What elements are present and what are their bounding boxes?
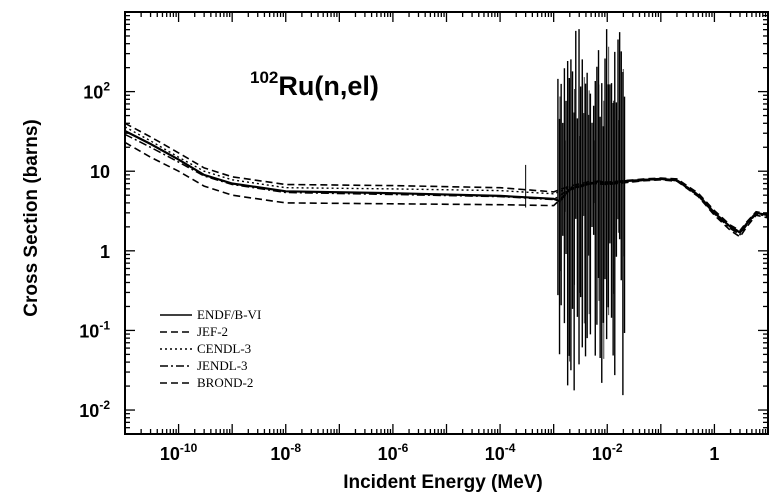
y-tick-label: 10 [90,162,110,182]
y-tick-label: 1 [100,242,110,262]
chart-title: 102Ru(n,el) [250,68,379,101]
legend-label: BROND-2 [197,375,253,390]
legend-label: JENDL-3 [197,358,248,373]
resonance-spikes [525,29,626,396]
legend-label: ENDF/B-VI [197,307,261,322]
x-axis-title: Incident Energy (MeV) [343,472,543,493]
legend-label: JEF-2 [197,324,228,339]
chart-title-superscript: 102 [250,68,278,87]
y-tick-labels: 102 10 1 10-1 10-2 [79,80,110,421]
y-tick-label: 102 [83,80,110,103]
series-line-cendl-3 [125,126,768,233]
x-tick-label: 10-4 [485,441,516,464]
y-tick-label: 10-2 [79,398,110,421]
series-line-jef-2 [125,122,768,232]
series-line-jendl-3 [125,133,768,236]
x-tick-label: 10-8 [270,441,301,464]
y-axis-title: Cross Section (barns) [21,119,42,316]
chart-title-main: Ru(n,el) [278,71,379,101]
x-tick-label: 10-6 [378,441,409,464]
x-tick-label: 10-2 [592,441,623,464]
series-lines [125,122,768,238]
legend: ENDF/B-VI JEF-2 CENDL-3 JENDL-3 BROND-2 [160,307,261,390]
y-tick-label: 10-1 [79,318,110,341]
axis-ticks [124,11,769,435]
x-tick-label: 10-10 [160,441,198,464]
x-tick-labels: 10-10 10-8 10-6 10-4 10-2 1 [160,441,720,464]
legend-label: CENDL-3 [197,341,251,356]
x-tick-label: 1 [709,444,719,464]
series-line-brond-2 [125,141,768,238]
